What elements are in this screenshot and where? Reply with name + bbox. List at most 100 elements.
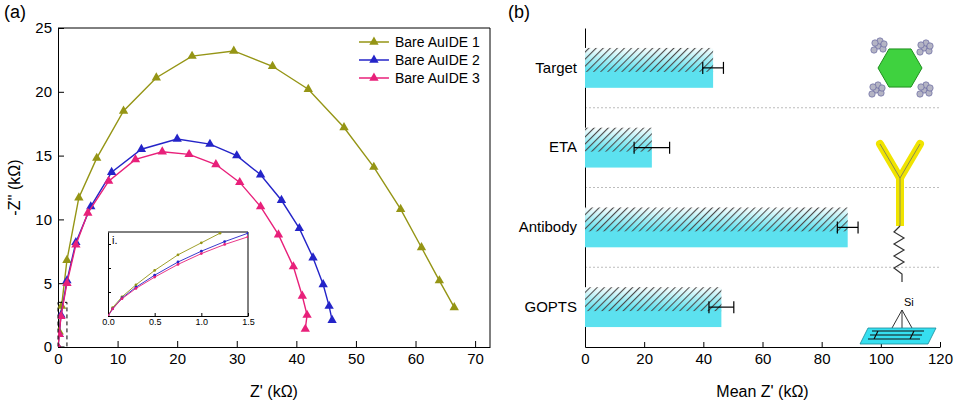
series-line	[58, 152, 307, 347]
series-marker	[121, 297, 124, 300]
x-axis-tick-label: 50	[348, 350, 365, 367]
series-line	[108, 233, 248, 316]
series-marker	[318, 279, 327, 287]
plot-data	[108, 232, 248, 316]
x-axis-line	[109, 316, 249, 317]
x-axis-title: Z' (kΩ)	[250, 383, 298, 400]
error-bar	[837, 227, 858, 228]
x-axis-tick-mark	[940, 342, 941, 347]
series-marker	[108, 315, 109, 316]
legend-marker	[369, 55, 378, 63]
y-axis-tick: Target	[535, 59, 578, 76]
x-axis-line	[59, 347, 491, 348]
protein-blob	[927, 85, 933, 91]
chip	[860, 328, 936, 344]
series-marker	[435, 275, 444, 283]
series-marker	[324, 301, 333, 309]
illustration: Si	[860, 38, 936, 344]
y-axis-tick-mark	[108, 244, 111, 245]
series-marker	[74, 192, 83, 200]
x-axis-tick-label: 0.0	[102, 317, 115, 327]
series-marker	[121, 297, 124, 300]
y-axis-tick: 20	[35, 83, 64, 100]
x-axis-tick-label: 1.5	[242, 317, 255, 327]
inset: 0.00.51.01.5i.	[102, 230, 255, 327]
x-axis-tick: 50	[348, 341, 365, 367]
y-axis-tick-label: GOPTS	[524, 298, 577, 315]
error-bar	[703, 67, 724, 68]
inset-background	[106, 230, 250, 318]
series-marker	[327, 315, 336, 323]
series-marker	[184, 149, 193, 157]
legend-marker	[369, 73, 378, 81]
x-axis-tick-mark	[237, 341, 238, 347]
series-marker	[153, 269, 156, 272]
frame-top	[58, 28, 490, 29]
y-axis-tick: 10	[35, 211, 64, 228]
series-marker	[62, 255, 71, 263]
series-marker	[205, 139, 214, 147]
x-axis-tick-label: 60	[755, 350, 772, 367]
y-axis-tick: 5	[44, 275, 64, 292]
panel-a: 0102030405060700510152025Z' (kΩ)-Z'' (kΩ…	[4, 2, 491, 400]
series-marker	[308, 252, 317, 260]
x-axis: 020406080100120	[581, 342, 953, 367]
y-axis-tick-label: Antibody	[519, 218, 578, 235]
error-cap	[708, 301, 709, 313]
y-axis-tick: Antibody	[519, 218, 578, 235]
series-marker	[58, 329, 64, 337]
series-marker	[339, 122, 348, 130]
bar	[585, 287, 721, 327]
x-axis-tick-label: 100	[869, 350, 894, 367]
series-marker	[152, 72, 161, 80]
y-axis-tick-label: 0	[44, 338, 52, 355]
legend-label: Bare AuIDE 2	[395, 52, 480, 68]
plot-data	[585, 48, 858, 327]
y-axis-line	[108, 233, 109, 317]
protein-blob	[918, 84, 924, 90]
y-axis-tick-mark	[58, 92, 64, 93]
x-axis-tick-label: 0	[581, 350, 589, 367]
series-marker	[301, 324, 310, 332]
protein-blob	[879, 85, 885, 91]
x-axis-tick: 40	[289, 341, 306, 367]
x-axis-tick: 0.0	[102, 313, 115, 327]
series-marker	[119, 106, 128, 114]
chip-electrodes	[868, 331, 924, 339]
y-axis: Target ETA Antibody GOPTS	[519, 29, 586, 348]
series-marker	[200, 252, 203, 255]
series-marker	[223, 240, 226, 243]
series-marker	[268, 61, 277, 69]
annotation: Si	[904, 296, 914, 308]
inset-label: i.	[112, 234, 118, 246]
x-axis-tick: 120	[928, 342, 953, 367]
y-axis-tick: ETA	[549, 138, 577, 155]
x-axis-tick: 100	[869, 342, 894, 367]
x-axis-tick-label: 60	[408, 350, 425, 367]
x-axis-tick-label: 20	[636, 350, 653, 367]
error-cap	[702, 62, 703, 74]
series-marker	[158, 146, 167, 154]
series-marker	[177, 253, 180, 256]
series-marker	[211, 159, 220, 167]
error-cap	[837, 221, 838, 233]
y-axis	[108, 233, 111, 317]
category-separator	[585, 187, 940, 188]
x-axis-tick: 60	[408, 341, 425, 367]
series-marker	[277, 195, 286, 203]
series-marker	[235, 177, 244, 185]
x-axis-line	[586, 347, 941, 348]
chart-root: 0102030405060700510152025Z' (kΩ)-Z'' (kΩ…	[0, 0, 967, 413]
series-marker	[417, 242, 426, 250]
series-marker	[200, 250, 203, 253]
x-axis-title: Mean Z' (kΩ)	[716, 383, 808, 400]
x-axis: 010203040506070	[54, 341, 490, 367]
x-axis-tick-label: 0.5	[149, 317, 162, 327]
series-marker	[369, 162, 378, 170]
x-axis-tick-label: 10	[110, 350, 127, 367]
bar-hatch	[585, 287, 721, 311]
series-marker	[232, 150, 241, 158]
x-axis: 0.00.51.01.5	[102, 313, 255, 327]
error-cap	[669, 142, 670, 154]
bar	[585, 207, 848, 247]
